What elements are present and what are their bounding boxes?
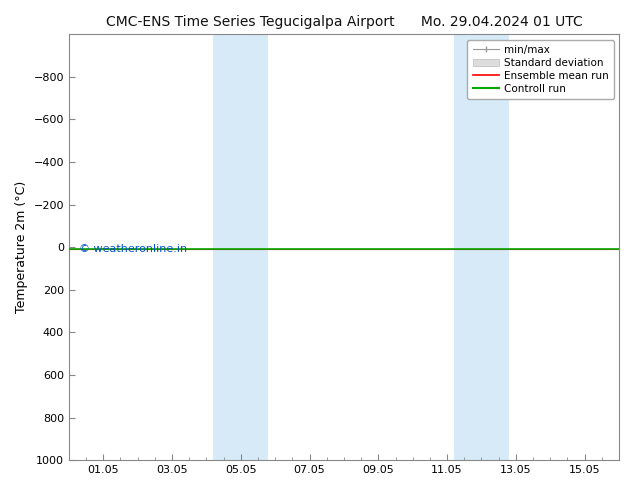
Y-axis label: Temperature 2m (°C): Temperature 2m (°C) bbox=[15, 181, 28, 314]
Bar bbox=[213, 34, 268, 460]
Bar bbox=[454, 34, 509, 460]
Title: CMC-ENS Time Series Tegucigalpa Airport      Mo. 29.04.2024 01 UTC: CMC-ENS Time Series Tegucigalpa Airport … bbox=[106, 15, 583, 29]
Text: © weatheronline.in: © weatheronline.in bbox=[79, 245, 188, 254]
Legend: min/max, Standard deviation, Ensemble mean run, Controll run: min/max, Standard deviation, Ensemble me… bbox=[467, 40, 614, 99]
